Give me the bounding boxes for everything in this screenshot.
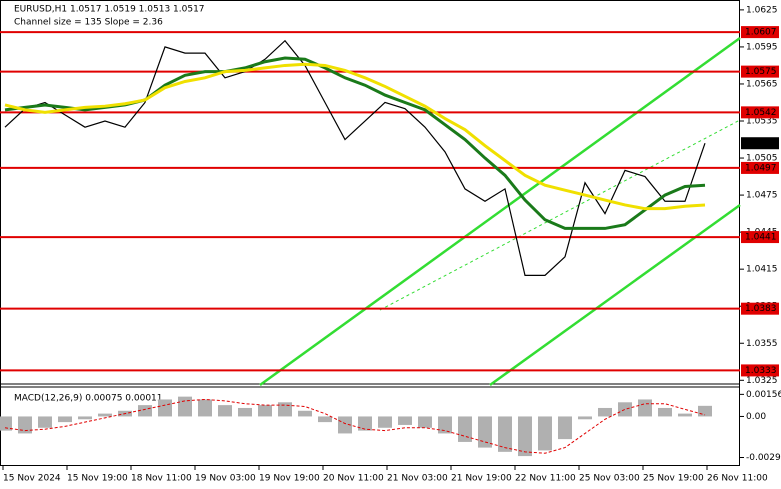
level-tag bbox=[741, 302, 779, 315]
macd-tick-label: 0.00 bbox=[746, 412, 766, 422]
macd-bar bbox=[18, 416, 32, 434]
y-tick-label: 1.0625 bbox=[746, 5, 778, 15]
macd-bar bbox=[558, 416, 572, 440]
x-tick-label: 15 Nov 2024 bbox=[3, 474, 61, 484]
macd-bar bbox=[238, 407, 252, 417]
y-tick-label: 1.0475 bbox=[746, 191, 778, 201]
y-tick-label: 1.0505 bbox=[746, 154, 778, 164]
macd-bar bbox=[418, 416, 432, 428]
macd-bar bbox=[398, 416, 412, 425]
current-price: 1.0517 bbox=[745, 139, 777, 149]
chart-title: EURUSD,H1 1.0517 1.0519 1.0513 1.0517 bbox=[14, 5, 205, 15]
x-tick-label: 25 Nov 03:00 bbox=[579, 474, 640, 484]
price-tag bbox=[741, 137, 779, 150]
level-label: 1.0383 bbox=[745, 304, 777, 314]
macd-bar bbox=[158, 399, 172, 417]
macd-bar bbox=[538, 416, 552, 451]
macd-bar bbox=[318, 416, 332, 423]
macd-bar bbox=[0, 416, 12, 431]
macd-bar bbox=[198, 399, 212, 417]
level-label: 1.0575 bbox=[745, 67, 777, 77]
macd-bar bbox=[498, 416, 512, 452]
level-tag bbox=[741, 161, 779, 174]
macd-bar bbox=[678, 413, 692, 417]
price-line bbox=[4, 39, 706, 276]
macd-tick-label: -0.0029 bbox=[746, 453, 781, 463]
macd-bar bbox=[578, 416, 592, 420]
macd-bar bbox=[518, 416, 532, 457]
level-label: 1.0333 bbox=[745, 366, 777, 376]
level-tag bbox=[741, 364, 779, 377]
macd-bar bbox=[278, 402, 292, 417]
moving-average bbox=[4, 56, 706, 230]
macd-bar bbox=[598, 407, 612, 417]
y-tick-label: 1.0415 bbox=[746, 265, 778, 275]
level-tag bbox=[741, 231, 779, 244]
macd-bar bbox=[58, 416, 72, 423]
level-tag bbox=[741, 106, 779, 119]
macd-bar bbox=[378, 416, 392, 428]
x-tick-label: 22 Nov 11:00 bbox=[515, 474, 576, 484]
macd-label: MACD(12,26,9) 0.00075 0.00011 bbox=[14, 394, 163, 404]
plot-frame bbox=[0, 0, 740, 466]
channel-upper bbox=[259, 36, 741, 387]
macd-bar bbox=[138, 405, 152, 417]
macd-bar bbox=[658, 407, 672, 417]
level-label: 1.0607 bbox=[745, 28, 777, 38]
macd-bar bbox=[458, 416, 472, 442]
macd-bar bbox=[78, 416, 92, 420]
y-tick-label: 1.0535 bbox=[746, 117, 778, 127]
chart-subtitle: Channel size = 135 Slope = 2.36 bbox=[14, 18, 163, 28]
macd-bar bbox=[698, 405, 712, 417]
y-tick-label: 1.0595 bbox=[746, 42, 778, 52]
macd-bar bbox=[358, 416, 372, 431]
x-tick-label: 26 Nov 11:00 bbox=[707, 474, 768, 484]
x-tick-label: 19 Nov 03:00 bbox=[195, 474, 256, 484]
level-label: 1.0542 bbox=[745, 108, 777, 118]
macd-bar bbox=[478, 416, 492, 448]
macd-bar bbox=[178, 396, 192, 417]
level-tag bbox=[741, 26, 779, 39]
x-tick-label: 21 Nov 03:00 bbox=[387, 474, 448, 484]
level-label: 1.0441 bbox=[745, 233, 777, 243]
x-tick-label: 19 Nov 19:00 bbox=[259, 474, 320, 484]
channel-lower bbox=[489, 203, 741, 387]
macd-bar bbox=[638, 399, 652, 417]
macd-bar bbox=[338, 416, 352, 434]
macd-tick-label: 0.00156 bbox=[746, 390, 781, 400]
level-label: 1.0497 bbox=[745, 163, 777, 173]
channel-middle bbox=[379, 119, 741, 311]
y-tick-label: 1.0565 bbox=[746, 79, 778, 89]
macd-bar bbox=[618, 402, 632, 417]
macd-bar bbox=[298, 410, 312, 417]
macd-bar bbox=[38, 416, 52, 428]
macd-bar bbox=[218, 405, 232, 417]
y-tick-label: 1.0355 bbox=[746, 339, 778, 349]
x-tick-label: 20 Nov 11:00 bbox=[323, 474, 384, 484]
x-tick-label: 21 Nov 19:00 bbox=[451, 474, 512, 484]
macd-signal bbox=[4, 398, 706, 454]
level-tag bbox=[741, 65, 779, 78]
macd-bar bbox=[258, 405, 272, 417]
y-tick-label: 1.0325 bbox=[746, 376, 778, 386]
macd-bar bbox=[438, 416, 452, 434]
macd-bar bbox=[98, 413, 112, 417]
x-tick-label: 18 Nov 11:00 bbox=[131, 474, 192, 484]
x-tick-label: 15 Nov 19:00 bbox=[67, 474, 128, 484]
moving-average bbox=[4, 62, 706, 211]
x-tick-label: 25 Nov 19:00 bbox=[643, 474, 704, 484]
